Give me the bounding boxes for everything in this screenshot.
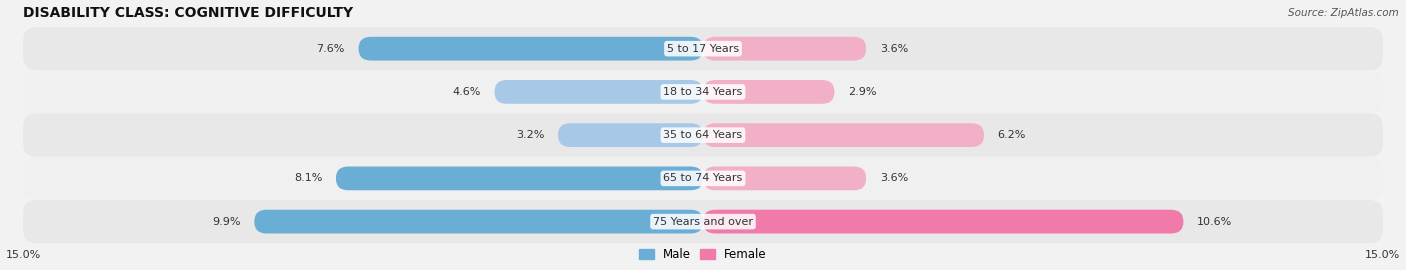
Legend: Male, Female: Male, Female [634,244,772,266]
Text: 5 to 17 Years: 5 to 17 Years [666,44,740,54]
FancyBboxPatch shape [495,80,703,104]
Text: DISABILITY CLASS: COGNITIVE DIFFICULTY: DISABILITY CLASS: COGNITIVE DIFFICULTY [22,6,353,19]
Text: 9.9%: 9.9% [212,217,240,227]
Text: 2.9%: 2.9% [848,87,876,97]
FancyBboxPatch shape [22,200,1384,243]
Text: 7.6%: 7.6% [316,44,344,54]
FancyBboxPatch shape [22,157,1384,200]
Text: 18 to 34 Years: 18 to 34 Years [664,87,742,97]
Text: 10.6%: 10.6% [1197,217,1232,227]
Text: 6.2%: 6.2% [998,130,1026,140]
FancyBboxPatch shape [703,167,866,190]
Text: 65 to 74 Years: 65 to 74 Years [664,173,742,183]
Text: 35 to 64 Years: 35 to 64 Years [664,130,742,140]
FancyBboxPatch shape [254,210,703,234]
Text: 4.6%: 4.6% [453,87,481,97]
FancyBboxPatch shape [703,210,1184,234]
FancyBboxPatch shape [703,123,984,147]
Text: 3.6%: 3.6% [880,173,908,183]
Text: 8.1%: 8.1% [294,173,322,183]
FancyBboxPatch shape [359,37,703,60]
FancyBboxPatch shape [336,167,703,190]
Text: 3.2%: 3.2% [516,130,544,140]
FancyBboxPatch shape [22,70,1384,113]
FancyBboxPatch shape [22,113,1384,157]
Text: 75 Years and over: 75 Years and over [652,217,754,227]
FancyBboxPatch shape [558,123,703,147]
FancyBboxPatch shape [703,37,866,60]
FancyBboxPatch shape [703,80,834,104]
Text: Source: ZipAtlas.com: Source: ZipAtlas.com [1288,8,1399,18]
Text: 3.6%: 3.6% [880,44,908,54]
FancyBboxPatch shape [22,27,1384,70]
